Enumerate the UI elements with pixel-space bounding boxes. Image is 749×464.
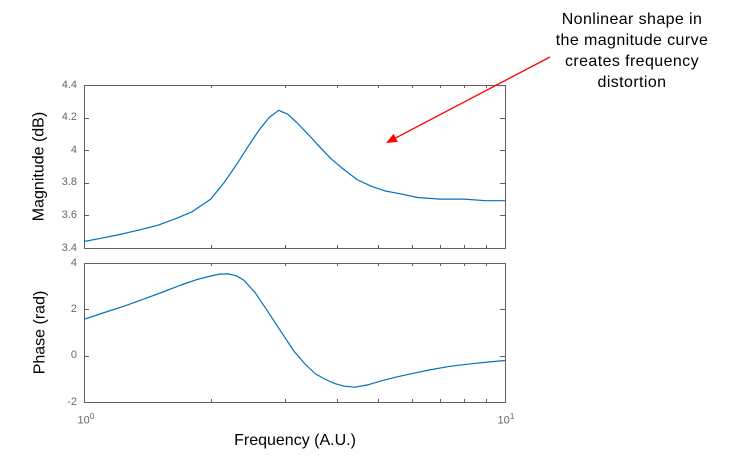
annotation-line: Nonlinear shape in [561,11,703,28]
annotation-arrow-line [395,56,551,139]
magnitude-response-y-tick-label: 4.4 [61,79,77,91]
phase-response-axes-box [84,263,506,403]
x-tick-base: 10 [77,414,90,427]
x-tick-exponent: 1 [509,411,515,421]
phase-axis-label: Phase (rad) [31,290,49,375]
x-tick-exponent: 0 [89,411,95,421]
x-tick-label-10e0: 100 [64,412,108,428]
phase-response-y-tick-label: -2 [67,396,77,408]
magnitude-response-y-tick-label: 4.2 [61,111,77,123]
magnitude-response-y-tick-label: 4 [70,144,77,156]
phase-response-y-tick-label: 4 [70,257,77,269]
magnitude-response-y-tick-label: 3.8 [61,176,77,188]
x-tick-label-10e1: 101 [484,412,528,428]
phase-response-y-tick-label: 0 [70,349,77,361]
annotation-line: the magnitude curve [555,32,709,49]
magnitude-response-axes-box [84,85,506,249]
frequency-axis-label: Frequency (A.U.) [234,432,356,449]
magnitude-response-y-tick-label: 3.6 [61,209,77,221]
annotation-text: Nonlinear shape in the magnitude curve c… [512,9,749,93]
annotation-line: distortion [597,74,667,91]
phase-response-y-tick-label: 2 [70,303,77,315]
magnitude-response-ticks [84,85,506,249]
phase-response-ticks [84,263,506,403]
annotation-line: creates frequency [565,53,699,70]
magnitude-axis-label: Magnitude (dB) [30,111,48,222]
magnitude-response-curve [83,109,505,243]
x-tick-base: 10 [497,414,510,427]
annotation-arrowhead [386,133,398,143]
phase-response-curve [83,273,506,388]
magnitude-response-y-tick-label: 3.4 [61,242,77,254]
